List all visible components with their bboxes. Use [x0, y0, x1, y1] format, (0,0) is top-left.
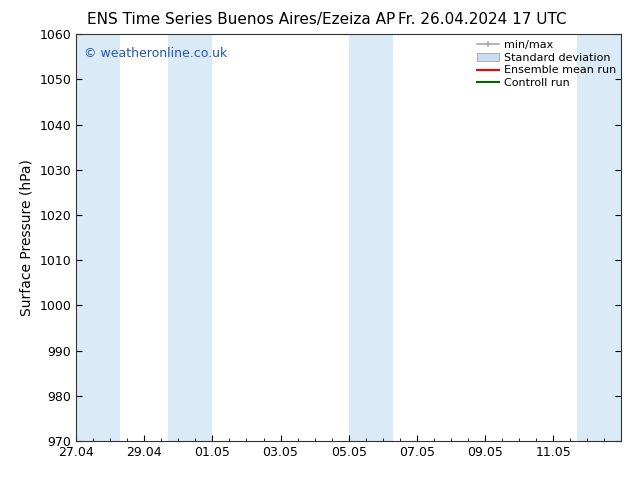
Text: © weatheronline.co.uk: © weatheronline.co.uk [84, 47, 228, 59]
Bar [349, 34, 393, 441]
Bar [168, 34, 212, 441]
Text: ENS Time Series Buenos Aires/Ezeiza AP: ENS Time Series Buenos Aires/Ezeiza AP [87, 12, 395, 27]
Bar [76, 34, 120, 441]
Y-axis label: Surface Pressure (hPa): Surface Pressure (hPa) [20, 159, 34, 316]
Bar [577, 34, 621, 441]
Legend: min/max, Standard deviation, Ensemble mean run, Controll run: min/max, Standard deviation, Ensemble me… [477, 40, 616, 88]
Text: Fr. 26.04.2024 17 UTC: Fr. 26.04.2024 17 UTC [398, 12, 566, 27]
